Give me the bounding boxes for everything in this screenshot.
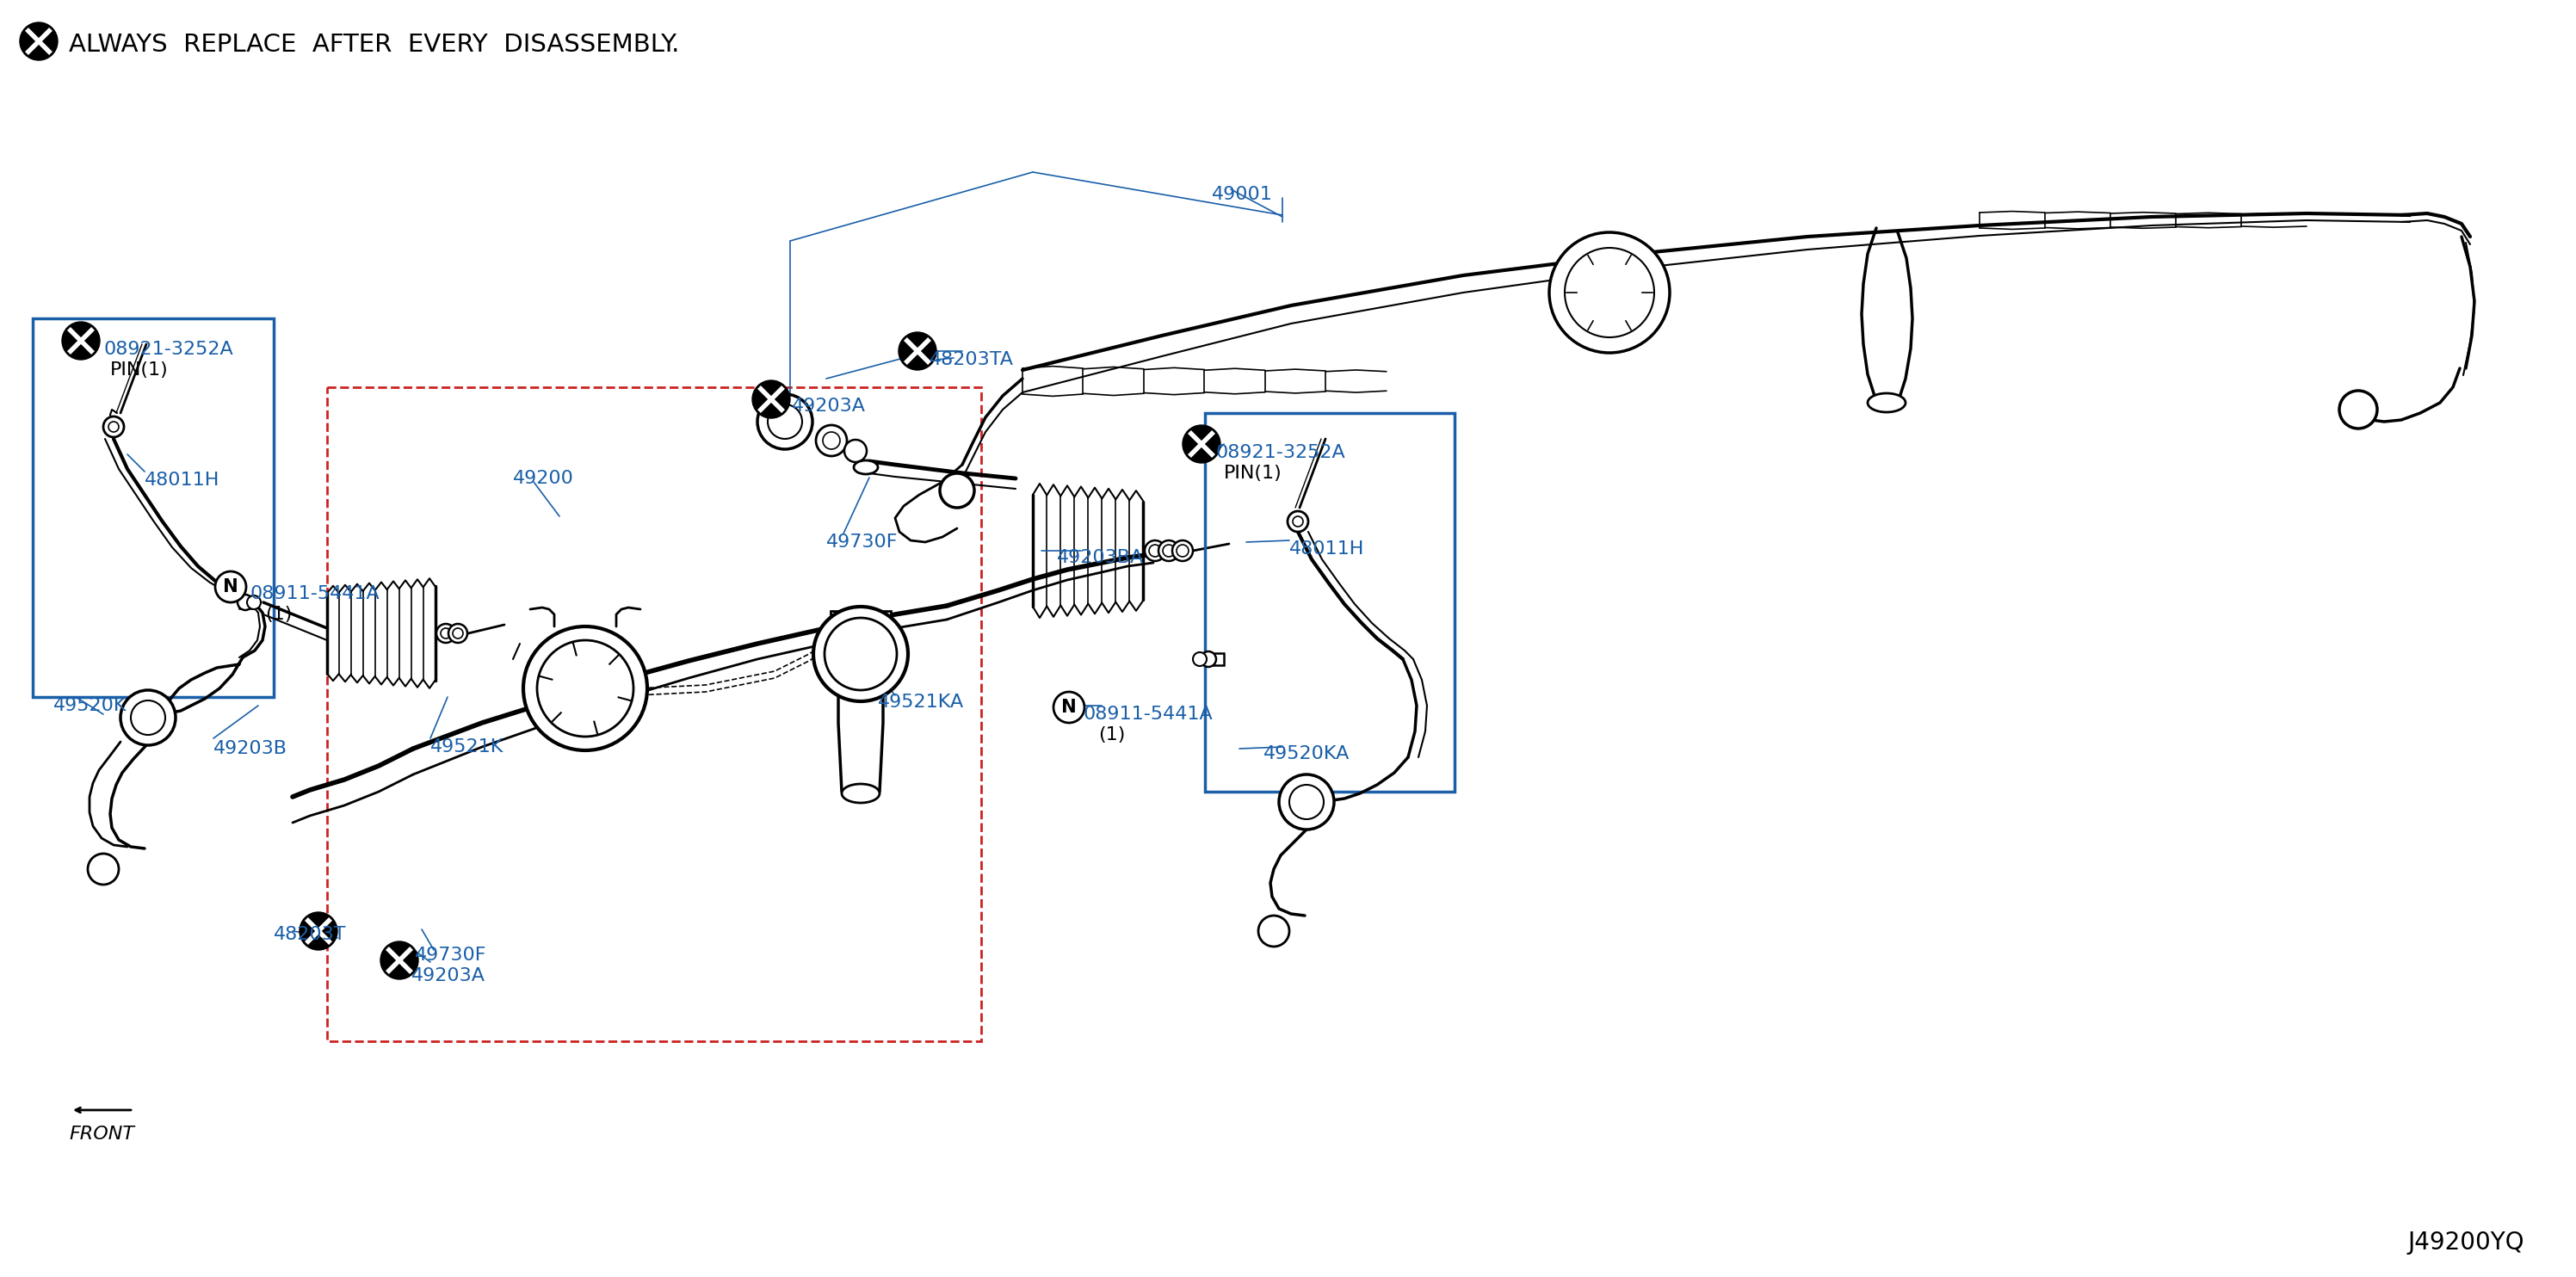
Bar xyxy=(829,610,891,654)
Circle shape xyxy=(822,432,840,450)
Text: FRONT: FRONT xyxy=(70,1125,134,1143)
Text: 08921-3252A: 08921-3252A xyxy=(1216,444,1345,461)
Circle shape xyxy=(1159,540,1180,561)
Circle shape xyxy=(1149,545,1162,557)
Circle shape xyxy=(131,701,165,734)
Text: 49521KA: 49521KA xyxy=(878,693,963,711)
Text: 08921-3252A: 08921-3252A xyxy=(103,341,232,358)
Ellipse shape xyxy=(1868,393,1906,412)
Text: 08911-5441A: 08911-5441A xyxy=(1082,706,1213,723)
Bar xyxy=(33,318,273,697)
Bar xyxy=(240,596,255,608)
Circle shape xyxy=(940,474,974,508)
Circle shape xyxy=(108,421,118,432)
Circle shape xyxy=(1172,540,1193,561)
Circle shape xyxy=(1293,516,1303,526)
Text: 49203A: 49203A xyxy=(791,397,866,415)
Ellipse shape xyxy=(853,461,878,474)
Circle shape xyxy=(21,23,57,60)
Circle shape xyxy=(247,595,260,609)
Text: (1): (1) xyxy=(265,605,291,623)
Circle shape xyxy=(440,628,451,638)
Ellipse shape xyxy=(1564,248,1654,337)
Text: 49520KA: 49520KA xyxy=(1262,746,1350,762)
Circle shape xyxy=(448,624,466,642)
Text: 49203BA: 49203BA xyxy=(1056,549,1144,566)
Circle shape xyxy=(88,853,118,885)
Circle shape xyxy=(103,416,124,437)
Circle shape xyxy=(1182,425,1221,464)
Text: 49520K: 49520K xyxy=(54,697,126,714)
Circle shape xyxy=(1054,692,1084,723)
Bar xyxy=(327,387,981,1041)
Circle shape xyxy=(752,381,791,418)
Circle shape xyxy=(1177,545,1188,557)
Text: PIN(1): PIN(1) xyxy=(1224,465,1283,481)
Text: 49730F: 49730F xyxy=(415,946,487,964)
Text: 49203A: 49203A xyxy=(412,967,484,985)
Bar xyxy=(1208,653,1224,665)
Ellipse shape xyxy=(842,784,878,803)
Circle shape xyxy=(1144,540,1164,561)
Circle shape xyxy=(121,690,175,746)
Circle shape xyxy=(435,624,456,642)
Circle shape xyxy=(1291,785,1324,820)
Circle shape xyxy=(1200,651,1216,667)
Text: 48011H: 48011H xyxy=(144,471,219,489)
Text: 49203B: 49203B xyxy=(214,741,289,757)
Circle shape xyxy=(1288,511,1309,531)
Ellipse shape xyxy=(536,640,634,737)
Ellipse shape xyxy=(814,607,907,701)
Polygon shape xyxy=(294,748,412,822)
Circle shape xyxy=(453,628,464,638)
Circle shape xyxy=(2339,391,2378,429)
Text: 49001: 49001 xyxy=(1211,186,1273,203)
Ellipse shape xyxy=(523,627,647,751)
Text: 48011H: 48011H xyxy=(1291,540,1365,558)
Circle shape xyxy=(845,439,866,462)
Circle shape xyxy=(899,332,938,370)
Text: PIN(1): PIN(1) xyxy=(111,361,167,378)
Text: (1): (1) xyxy=(1097,727,1126,743)
Circle shape xyxy=(1257,916,1291,946)
Text: 49200: 49200 xyxy=(513,470,574,487)
Text: 49730F: 49730F xyxy=(827,534,899,550)
Text: 48203T: 48203T xyxy=(273,926,345,944)
Circle shape xyxy=(299,912,337,950)
Text: N: N xyxy=(224,578,240,595)
Text: 48203TA: 48203TA xyxy=(930,351,1015,368)
Circle shape xyxy=(1278,774,1334,830)
Circle shape xyxy=(216,571,247,603)
Circle shape xyxy=(1193,653,1206,667)
Circle shape xyxy=(237,595,252,610)
Text: 49521K: 49521K xyxy=(430,738,505,756)
Text: N: N xyxy=(1061,699,1077,716)
Circle shape xyxy=(757,395,811,450)
Circle shape xyxy=(62,322,100,360)
Polygon shape xyxy=(948,554,1154,619)
Text: J49200YQ: J49200YQ xyxy=(2409,1231,2524,1254)
Circle shape xyxy=(1162,545,1175,557)
Circle shape xyxy=(817,425,848,456)
Circle shape xyxy=(381,941,417,979)
Circle shape xyxy=(768,405,801,439)
Text: ALWAYS  REPLACE  AFTER  EVERY  DISASSEMBLY.: ALWAYS REPLACE AFTER EVERY DISASSEMBLY. xyxy=(70,33,680,56)
Ellipse shape xyxy=(1548,232,1669,352)
Bar xyxy=(1206,412,1455,792)
Text: 08911-5441A: 08911-5441A xyxy=(250,585,379,603)
Ellipse shape xyxy=(824,618,896,690)
Polygon shape xyxy=(412,605,948,774)
